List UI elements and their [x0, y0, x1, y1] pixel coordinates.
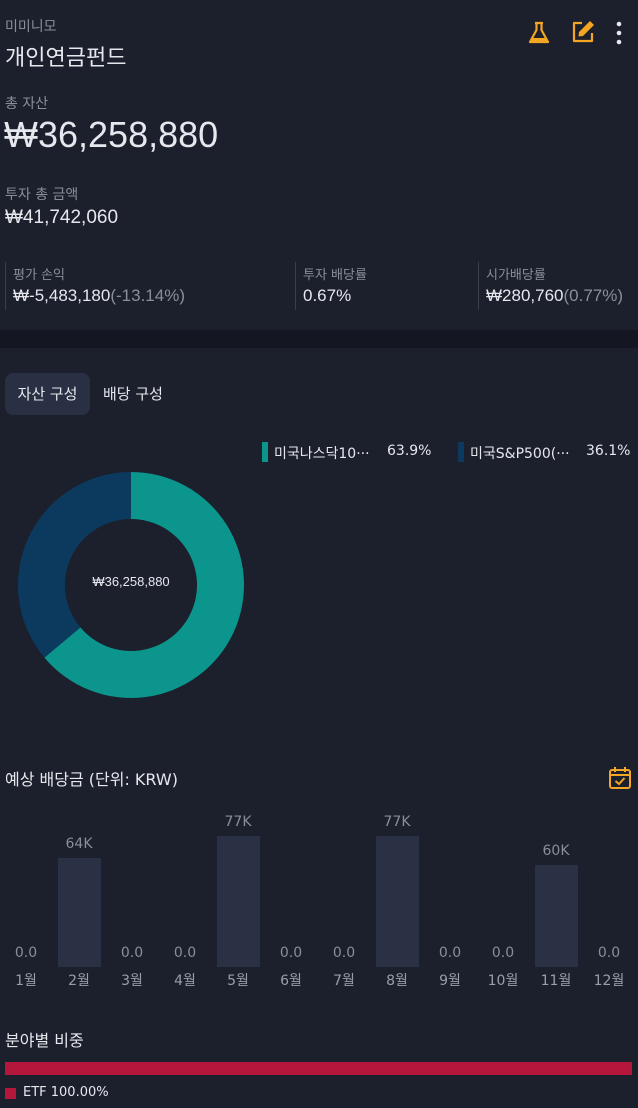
stat-divider [295, 262, 296, 310]
stat-label-pnl: 평가 손익 [13, 268, 65, 283]
bar-value-label: 0.0 [438, 945, 462, 961]
donut-center-label: ₩36,258,880 [92, 574, 170, 589]
more-vertical-icon[interactable] [612, 20, 626, 50]
market-yield-percent: (0.77%) [563, 286, 624, 305]
page-title: 개인연금펀드 [5, 46, 127, 71]
stat-divider [478, 262, 479, 310]
calendar-check-icon[interactable] [607, 765, 633, 795]
month-label: 11월 [540, 973, 572, 989]
month-label: 7월 [333, 973, 355, 989]
month-label: 8월 [386, 973, 408, 989]
tab-asset-composition[interactable]: 자산 구성 [5, 373, 90, 415]
bar-value-label: 64K [65, 836, 93, 853]
month-label: 2월 [68, 973, 90, 989]
month-label: 5월 [227, 973, 249, 989]
stat-value-market-yield: ₩280,760(0.77%) [486, 286, 623, 306]
total-assets-value: ₩36,258,880 [4, 114, 219, 155]
bar-value-label: 0.0 [597, 945, 621, 961]
donut-chart [17, 472, 244, 698]
legend-swatch [262, 442, 268, 462]
sector-bar-etf [5, 1062, 632, 1075]
bar-8 [375, 836, 419, 967]
month-label: 9월 [439, 973, 461, 989]
month-label: 1월 [15, 973, 37, 989]
sector-legend-label: ETF 100.00% [23, 1085, 109, 1100]
bar-value-label: 0.0 [332, 945, 356, 961]
bar-value-label: 0.0 [491, 945, 515, 961]
bar-value-label: 0.0 [173, 945, 197, 961]
sector-legend-swatch [5, 1088, 16, 1099]
dividend-chart-title: 예상 배당금 (단위: KRW) [5, 770, 178, 789]
section-divider [0, 330, 638, 348]
bar-value-label: 0.0 [14, 945, 38, 961]
bar-11 [534, 864, 578, 967]
pnl-percent: (-13.14%) [110, 286, 185, 305]
bar-value-label: 77K [383, 814, 411, 830]
market-yield-amount: ₩280,760 [486, 286, 564, 305]
legend-swatch [458, 442, 464, 462]
bar-value-label: 60K [542, 842, 570, 859]
month-label: 3월 [121, 973, 143, 989]
legend-percent: 36.1% [586, 443, 631, 459]
invested-value: ₩41,742,060 [5, 207, 119, 228]
invested-label: 투자 총 금액 [5, 187, 79, 203]
legend-percent: 63.9% [387, 443, 432, 459]
tab-dividend-composition[interactable]: 배당 구성 [103, 385, 163, 403]
flask-icon[interactable] [526, 20, 552, 50]
month-label: 6월 [280, 973, 302, 989]
bar-value-label: 0.0 [120, 945, 144, 961]
bar-2 [57, 858, 101, 967]
donut-segment-sp500 [17, 472, 131, 658]
edit-icon[interactable] [569, 18, 597, 50]
month-label: 10월 [487, 973, 519, 989]
bar-value-label: 0.0 [279, 945, 303, 961]
stat-value-yield: 0.67% [303, 286, 352, 305]
legend-name: 미국S&P500(··· [470, 446, 570, 462]
account-subtitle: 미미니모 [5, 19, 57, 35]
month-label: 4월 [174, 973, 196, 989]
bar-value-label: 77K [224, 814, 252, 830]
legend-name: 미국나스닥10··· [274, 446, 370, 462]
stat-label-yield: 투자 배당률 [303, 268, 367, 283]
sector-title: 분야별 비중 [5, 1031, 84, 1050]
bar-5 [216, 836, 260, 967]
pnl-amount: ₩-5,483,180 [13, 286, 111, 305]
stat-label-market-yield: 시가배당률 [486, 268, 546, 283]
donut-segment-nasdaq [44, 472, 244, 698]
total-assets-label: 총 자산 [5, 96, 49, 112]
stat-value-pnl: ₩-5,483,180(-13.14%) [13, 286, 185, 306]
month-label: 12월 [593, 973, 625, 989]
stat-divider [5, 262, 6, 310]
